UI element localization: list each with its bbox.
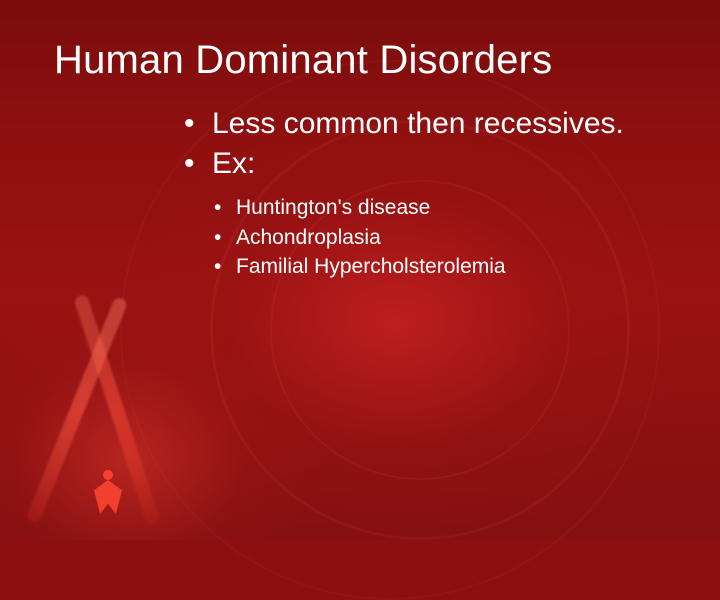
bullet-item: Familial Hypercholsterolemia (214, 253, 678, 281)
helix-strand (26, 296, 129, 524)
bullet-item: Huntington's disease (214, 194, 678, 222)
bullet-item: Achondroplasia (214, 224, 678, 252)
bullet-list-level2: Huntington's disease Achondroplasia Fami… (214, 194, 678, 281)
bullet-list-level1: Less common then recessives. Ex: (184, 105, 678, 184)
bullet-item: Less common then recessives. (184, 105, 678, 143)
slide-title: Human Dominant Disorders (54, 38, 678, 83)
human-figure-icon (94, 470, 122, 518)
slide-content: Human Dominant Disorders Less common the… (0, 0, 720, 281)
bullet-item: Ex: (184, 145, 678, 183)
